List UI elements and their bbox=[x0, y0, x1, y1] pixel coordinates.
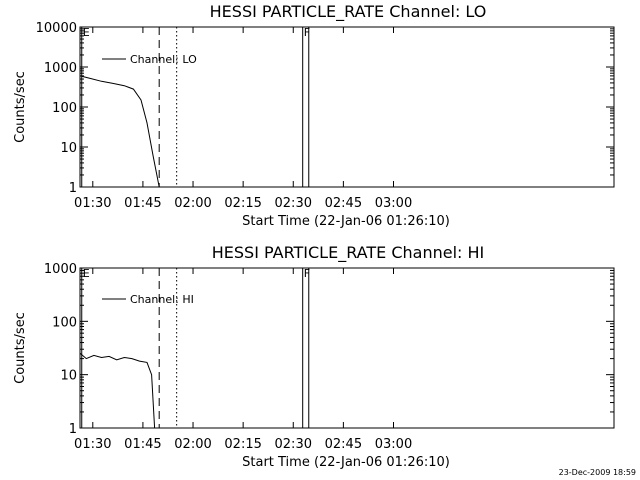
panel-lo-x-tick-label: 01:30 bbox=[74, 196, 111, 211]
panel-hi-y-tick-label: 1 bbox=[69, 422, 77, 437]
panel-lo-y-tick-label: 100 bbox=[52, 101, 77, 116]
panel-lo-plot-frame bbox=[79, 26, 615, 188]
panel-lo-x-tick-label: 02:30 bbox=[275, 196, 312, 211]
panel-hi-x-tick-label: 02:45 bbox=[325, 437, 362, 452]
panel-lo-legend: Channel: LO bbox=[102, 53, 197, 66]
panel-hi-x-tick-label: 02:00 bbox=[174, 437, 211, 452]
panel-lo-series-line bbox=[80, 75, 160, 188]
panel-lo-x-axis-label: Start Time (22-Jan-06 01:26:10) bbox=[242, 214, 450, 229]
panel-lo-y-tick-label: 10000 bbox=[36, 21, 77, 36]
panel-hi-y-tick-label: 100 bbox=[52, 315, 77, 330]
panel-hi-event-marker-label: F bbox=[304, 267, 310, 280]
panel-lo-y-tick-label: 1 bbox=[69, 181, 77, 196]
panel-hi-title: HESSI PARTICLE_RATE Channel: HI bbox=[212, 243, 485, 263]
panel-lo-event-markers: EFFES bbox=[81, 26, 310, 187]
panel-lo-series bbox=[80, 75, 160, 188]
panel-hi-x-tick-label: 02:15 bbox=[224, 437, 261, 452]
panel-lo-x-tick-label: 02:45 bbox=[325, 196, 362, 211]
panel-hi-y-tick-label: 1000 bbox=[44, 262, 77, 277]
panel-hi-series bbox=[79, 353, 156, 429]
panel-lo-y-axis-label: Counts/sec bbox=[13, 71, 28, 143]
panel-lo-title: HESSI PARTICLE_RATE Channel: LO bbox=[210, 2, 487, 22]
panel-hi-x-tick-label: 01:45 bbox=[124, 437, 161, 452]
panel-lo-x-tick-label: 01:45 bbox=[124, 196, 161, 211]
panel-hi-x-tick-label: 02:30 bbox=[275, 437, 312, 452]
panel-lo: HESSI PARTICLE_RATE Channel: LO 01:30 01:… bbox=[13, 2, 615, 229]
panel-hi-series-line bbox=[79, 353, 156, 429]
panel-lo-y-tick-label: 10 bbox=[60, 141, 77, 156]
panel-hi-plot-frame bbox=[79, 267, 615, 429]
panel-hi-x-axis: 01:30 01:45 02:00 02:15 02:30 02:45 03:00 bbox=[74, 268, 412, 452]
panel-hi-y-axis: 1 10 100 1000 bbox=[44, 262, 614, 437]
panel-hi-legend: Channel: HI bbox=[102, 293, 194, 306]
panel-hi-y-tick-label: 10 bbox=[60, 369, 77, 384]
panel-lo-event-marker-label: F bbox=[304, 26, 310, 39]
panel-hi-event-marker-label: E bbox=[83, 267, 90, 280]
panel-hi-legend-label: Channel: HI bbox=[130, 293, 194, 306]
panel-lo-event-marker-label: E bbox=[83, 26, 90, 39]
panel-hi-event-markers: EFFES bbox=[81, 267, 310, 428]
panel-hi-x-tick-label: 01:30 bbox=[74, 437, 111, 452]
panel-lo-legend-label: Channel: LO bbox=[130, 53, 197, 66]
panel-lo-y-axis: 1 10 100 1000 10000 bbox=[36, 21, 614, 196]
panel-hi-x-axis-label: Start Time (22-Jan-06 01:26:10) bbox=[242, 455, 450, 470]
panel-lo-x-tick-label: 02:15 bbox=[224, 196, 261, 211]
panel-hi: HESSI PARTICLE_RATE Channel: HI 01:30 01:… bbox=[13, 243, 615, 470]
panel-lo-x-tick-label: 03:00 bbox=[375, 196, 412, 211]
panel-hi-y-axis-label: Counts/sec bbox=[13, 312, 28, 384]
panel-lo-x-tick-label: 02:00 bbox=[174, 196, 211, 211]
footer-timestamp: 23-Dec-2009 18:59 bbox=[559, 468, 636, 477]
panel-lo-x-axis: 01:30 01:45 02:00 02:15 02:30 02:45 03:00 bbox=[74, 27, 412, 211]
panel-hi-x-tick-label: 03:00 bbox=[375, 437, 412, 452]
panel-lo-y-tick-label: 1000 bbox=[44, 61, 77, 76]
